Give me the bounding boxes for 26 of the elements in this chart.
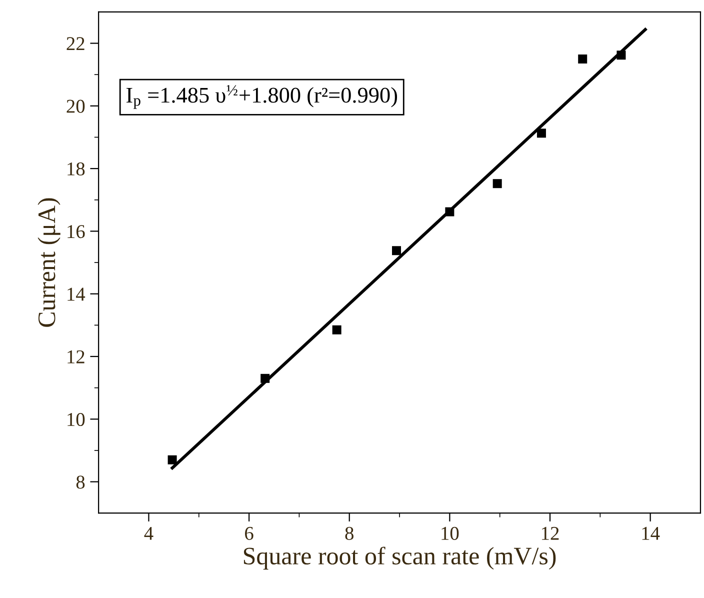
x-tick-label: 10: [442, 526, 459, 540]
x-tick-label: 12: [542, 526, 559, 540]
y-axis-title: Current (μA): [38, 198, 60, 327]
point: [260, 374, 270, 383]
point: [616, 50, 626, 60]
point: [392, 246, 402, 256]
y-tick-label: 20: [66, 100, 85, 113]
y-tick-label: 8: [76, 476, 85, 489]
y-tick-label: 22: [66, 37, 84, 50]
annotation: I$_{p}$ =1.485 υ$^{½}$+1.800 (r²=0.990): [126, 85, 398, 109]
x-tick-label: 8: [345, 526, 354, 540]
x-tick-label: 14: [642, 526, 660, 540]
point: [536, 128, 546, 138]
point: [492, 179, 502, 188]
y-tick-label: 12: [68, 350, 84, 364]
y-tick-label: 14: [68, 288, 86, 301]
point: [445, 207, 454, 216]
point: [168, 455, 177, 464]
y-tick-label: 10: [68, 412, 85, 426]
point: [578, 54, 588, 64]
x-axis-title: Square root of scan rate (mV/s): [244, 546, 556, 570]
point: [332, 325, 342, 334]
y-tick-label: 18: [68, 162, 85, 176]
y-tick-label: 16: [68, 225, 85, 238]
x-tick-label: 4: [144, 526, 154, 540]
x-tick-label: 6: [245, 526, 254, 540]
